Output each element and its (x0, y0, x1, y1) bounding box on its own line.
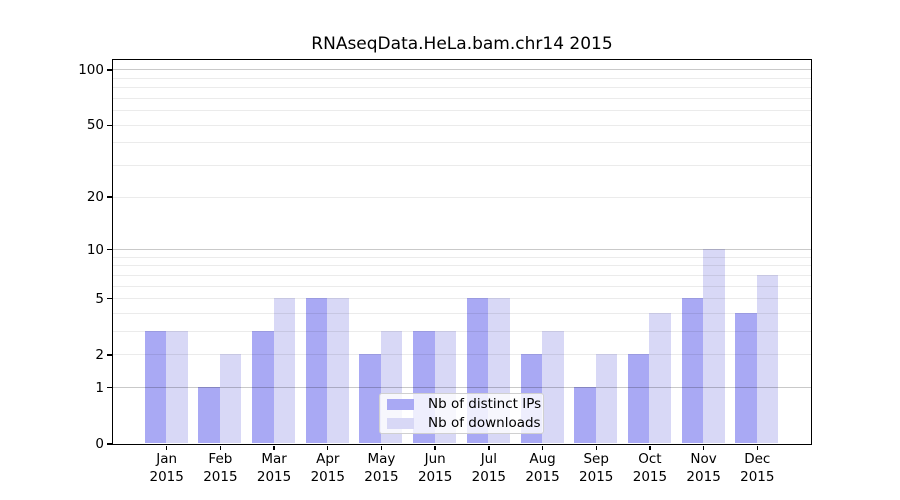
gridline-major-100 (112, 69, 811, 71)
gridline-minor-50 (112, 124, 811, 126)
x-tick-label-mar: Mar 2015 (256, 451, 292, 485)
bar-downloads-nov (703, 249, 725, 444)
y-tick-label-50: 50 (86, 117, 104, 134)
bar-distinct-ips-mar (252, 331, 274, 444)
legend-item-downloads: Nb of downloads (387, 414, 541, 432)
x-tick-label-sep: Sep 2015 (579, 451, 614, 485)
x-tick-feb (219, 445, 222, 450)
x-tick-label-feb: Feb 2015 (203, 451, 238, 485)
legend-item-distinct-ips: Nb of distinct IPs (387, 395, 541, 413)
bar-distinct-ips-may (359, 354, 381, 444)
bar-downloads-apr (327, 298, 349, 444)
y-tick-10 (107, 248, 112, 251)
y-tick-label-10: 10 (86, 241, 104, 258)
y-tick-label-5: 5 (95, 290, 104, 307)
x-tick-label-jun: Jun 2015 (417, 451, 453, 485)
bar-downloads-dec (756, 274, 779, 444)
gridline-minor-80 (112, 87, 811, 89)
gridline-minor-30 (112, 165, 811, 167)
bar-distinct-ips-apr (305, 298, 328, 444)
y-tick-label-20: 20 (86, 189, 104, 206)
x-tick-jan (165, 445, 168, 450)
x-tick-apr (327, 445, 329, 450)
chart-title: RNAseqData.HeLa.bam.chr14 2015 (311, 34, 613, 54)
bar-downloads-aug (542, 331, 564, 444)
x-tick-label-dec: Dec 2015 (740, 451, 775, 485)
bar-distinct-ips-oct (627, 354, 650, 444)
y-tick-2 (107, 354, 112, 356)
x-tick-oct (649, 445, 651, 450)
legend-label-downloads: Nb of downloads (428, 415, 541, 431)
gridline-minor-60 (112, 110, 811, 112)
y-tick-label-100: 100 (78, 61, 104, 78)
bar-downloads-jan (166, 331, 188, 444)
x-tick-may (380, 445, 383, 450)
bar-downloads-oct (649, 313, 671, 444)
bar-downloads-feb (219, 354, 242, 444)
y-tick-5 (107, 298, 112, 300)
x-tick-aug (541, 445, 544, 450)
x-tick-jul (488, 445, 490, 450)
x-tick-label-jul: Jul 2015 (471, 451, 507, 485)
bar-downloads-sep (595, 354, 618, 444)
y-tick-label-2: 2 (95, 346, 104, 363)
x-tick-label-oct: Oct 2015 (632, 451, 668, 485)
bar-distinct-ips-sep (574, 387, 596, 444)
x-tick-mar (273, 445, 275, 450)
y-tick-20 (107, 196, 112, 198)
x-tick-label-nov: Nov 2015 (686, 451, 721, 485)
bar-distinct-ips-jan (144, 331, 167, 444)
gridline-minor-70 (112, 97, 811, 99)
legend-swatch-downloads (387, 417, 414, 429)
y-tick-0 (107, 443, 112, 445)
legend-label-distinct-ips: Nb of distinct IPs (428, 396, 542, 412)
gridline-minor-20 (112, 196, 811, 198)
y-tick-label-1: 1 (95, 379, 104, 396)
bar-distinct-ips-dec (735, 313, 757, 444)
x-tick-nov (702, 445, 705, 450)
x-tick-label-jan: Jan 2015 (149, 451, 184, 485)
bar-downloads-mar (273, 298, 296, 444)
bar-distinct-ips-nov (681, 298, 704, 444)
x-tick-jun (434, 445, 436, 450)
gridline-minor-40 (112, 142, 811, 144)
y-tick-50 (107, 124, 112, 126)
y-tick-1 (107, 387, 112, 389)
x-tick-label-may: May 2015 (364, 451, 399, 485)
x-tick-sep (595, 445, 597, 450)
x-tick-label-apr: Apr 2015 (310, 451, 345, 485)
y-tick-label-0: 0 (95, 436, 104, 452)
plot-area (111, 58, 812, 445)
x-tick-label-aug: Aug 2015 (525, 451, 560, 485)
legend-swatch-distinct-ips (387, 398, 414, 410)
legend: Nb of distinct IPs Nb of downloads (379, 393, 544, 434)
y-tick-100 (107, 69, 112, 71)
x-tick-dec (756, 445, 758, 450)
gridline-minor-90 (112, 77, 811, 79)
bar-distinct-ips-feb (198, 387, 220, 444)
